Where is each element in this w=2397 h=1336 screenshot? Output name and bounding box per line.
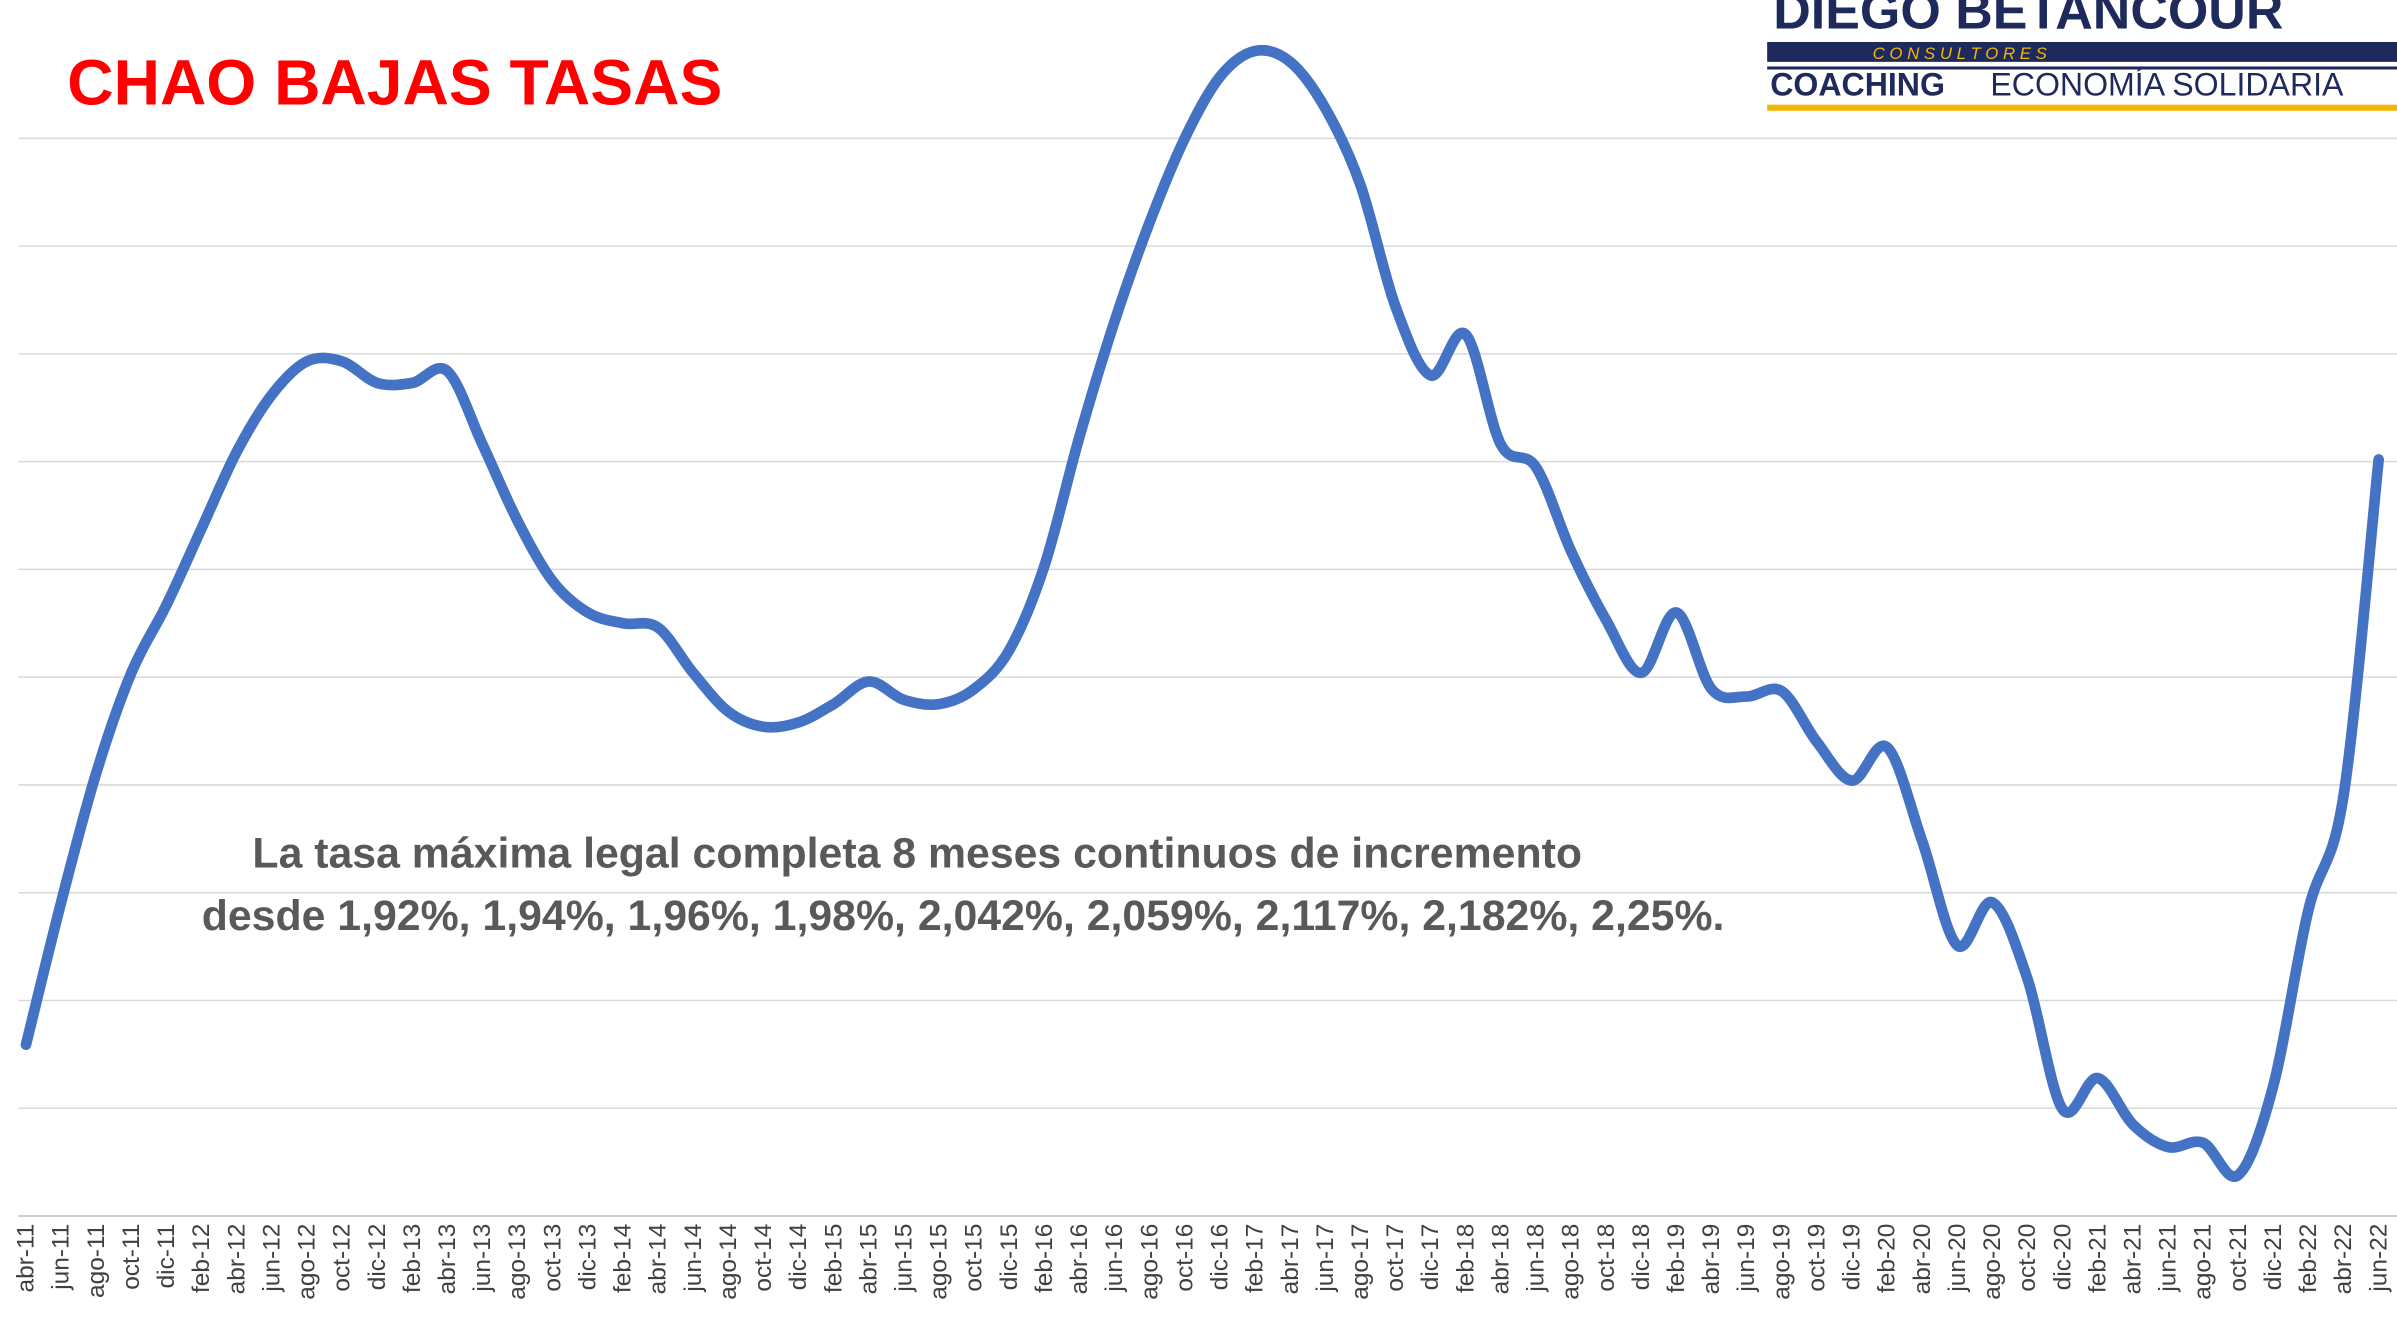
series-line <box>20 44 2385 1182</box>
x-tick-label: jun-14 <box>680 1224 707 1293</box>
x-tick-label: feb-18 <box>1452 1224 1479 1293</box>
logo-name: DIEGO BETANCOUR <box>1773 0 2283 40</box>
x-tick-label: oct-20 <box>2014 1224 2041 1292</box>
x-tick-label: dic-14 <box>785 1224 812 1291</box>
x-tick-label: jun-19 <box>1733 1224 1760 1293</box>
x-tick-label: dic-11 <box>153 1224 180 1289</box>
logo-tagline-bold: COACHING <box>1770 67 1945 103</box>
x-tick-label: feb-21 <box>2084 1224 2111 1293</box>
logo-underline <box>1767 104 2397 111</box>
x-tick-label: abr-15 <box>855 1224 882 1295</box>
x-tick-label: oct-14 <box>750 1224 777 1292</box>
x-tick-label: feb-12 <box>188 1224 215 1293</box>
x-tick-label: feb-22 <box>2295 1224 2322 1293</box>
annotation: La tasa máxima legal completa 8 meses co… <box>252 829 1582 877</box>
logo-band <box>1767 41 2397 62</box>
x-tick-label: oct-15 <box>961 1224 988 1292</box>
x-tick-label: oct-19 <box>1803 1224 1830 1292</box>
x-tick-label: jun-20 <box>1944 1224 1971 1293</box>
x-tick-label: feb-13 <box>399 1224 426 1293</box>
x-tick-label: feb-14 <box>610 1224 637 1293</box>
logo-tagline: ECONOMÍA SOLIDARIA <box>1990 67 2344 103</box>
x-tick-label: oct-12 <box>329 1224 356 1292</box>
x-tick-label: jun-18 <box>1523 1224 1550 1293</box>
x-tick-label: ago-21 <box>2190 1224 2217 1300</box>
x-tick-label: ago-19 <box>1768 1224 1795 1300</box>
x-tick-label: oct-21 <box>2225 1224 2252 1292</box>
x-tick-label: ago-17 <box>1347 1224 1374 1300</box>
x-tick-label: abr-12 <box>223 1224 250 1295</box>
logo: DIEGO BETANCOUR C O N S U L T O R E S CO… <box>1767 0 2397 111</box>
x-tick-label: feb-15 <box>820 1224 847 1293</box>
x-tick-label: ago-12 <box>294 1224 321 1300</box>
x-tick-label: ago-14 <box>715 1224 742 1300</box>
x-tick-label: ago-20 <box>1979 1224 2006 1300</box>
x-tick-label: feb-16 <box>1031 1224 1058 1293</box>
x-tick-label: ago-13 <box>504 1224 531 1300</box>
plot <box>20 44 2385 1182</box>
x-tick-label: dic-19 <box>1839 1224 1866 1291</box>
x-tick-label: abr-20 <box>1909 1224 1936 1295</box>
x-tick-label: abr-17 <box>1277 1224 1304 1295</box>
x-tick-label: dic-13 <box>574 1224 601 1291</box>
x-tick-label: ago-16 <box>1136 1224 1163 1300</box>
x-tick-label: oct-13 <box>539 1224 566 1292</box>
x-tick-label: dic-18 <box>1628 1224 1655 1291</box>
x-tick-label: feb-19 <box>1663 1224 1690 1293</box>
x-tick-label: jun-15 <box>890 1224 917 1293</box>
x-tick-label: jun-16 <box>1101 1224 1128 1293</box>
x-tick-label: dic-15 <box>996 1224 1023 1291</box>
x-tick-label: dic-21 <box>2260 1224 2287 1291</box>
x-tick-label: dic-20 <box>2049 1224 2076 1291</box>
x-tick-label: abr-19 <box>1698 1224 1725 1295</box>
x-tick-label: ago-18 <box>1558 1224 1585 1300</box>
x-tick-label: jun-17 <box>1312 1224 1339 1293</box>
x-tick-label: feb-17 <box>1242 1224 1269 1293</box>
x-tick-label: ago-15 <box>926 1224 953 1300</box>
x-tick-label: feb-20 <box>1874 1224 1901 1293</box>
logo-subtitle: C O N S U L T O R E S <box>1873 44 2048 63</box>
x-tick-label: abr-16 <box>1066 1224 1093 1295</box>
x-tick-label: abr-11 <box>13 1224 40 1293</box>
x-tick-label: dic-12 <box>364 1224 391 1291</box>
x-tick-label: jun-21 <box>2155 1224 2182 1293</box>
logo-rule <box>1767 66 2397 70</box>
x-tick-label: oct-11 <box>118 1224 145 1290</box>
x-tick-label: jun-12 <box>258 1224 285 1293</box>
x-tick-label: oct-18 <box>1593 1224 1620 1292</box>
x-tick-label: oct-17 <box>1382 1224 1409 1292</box>
x-tick-label: abr-18 <box>1487 1224 1514 1295</box>
x-tick-label: abr-13 <box>434 1224 461 1295</box>
x-tick-label: abr-22 <box>2330 1224 2357 1295</box>
x-tick-label: jun-11 <box>48 1224 75 1291</box>
grid <box>18 137 2397 1217</box>
x-tick-label: jun-13 <box>469 1224 496 1293</box>
x-tick-label: jun-22 <box>2365 1224 2392 1293</box>
x-tick-label: dic-16 <box>1207 1224 1234 1291</box>
x-tick-label: dic-17 <box>1417 1224 1444 1291</box>
x-axis: abr-11 jun-11 ago-11 oct-11 dic-11 feb-12 abr-… <box>13 1224 2393 1300</box>
x-tick-label: ago-11 <box>83 1224 110 1298</box>
x-tick-label: abr-14 <box>645 1224 672 1295</box>
annotation: desde 1,92%, 1,94%, 1,96%, 1,98%, 2,042%… <box>202 892 1725 940</box>
x-tick-label: oct-16 <box>1171 1224 1198 1292</box>
chart-title: CHAO BAJAS TASAS <box>67 47 722 119</box>
x-tick-label: abr-21 <box>2119 1224 2146 1295</box>
